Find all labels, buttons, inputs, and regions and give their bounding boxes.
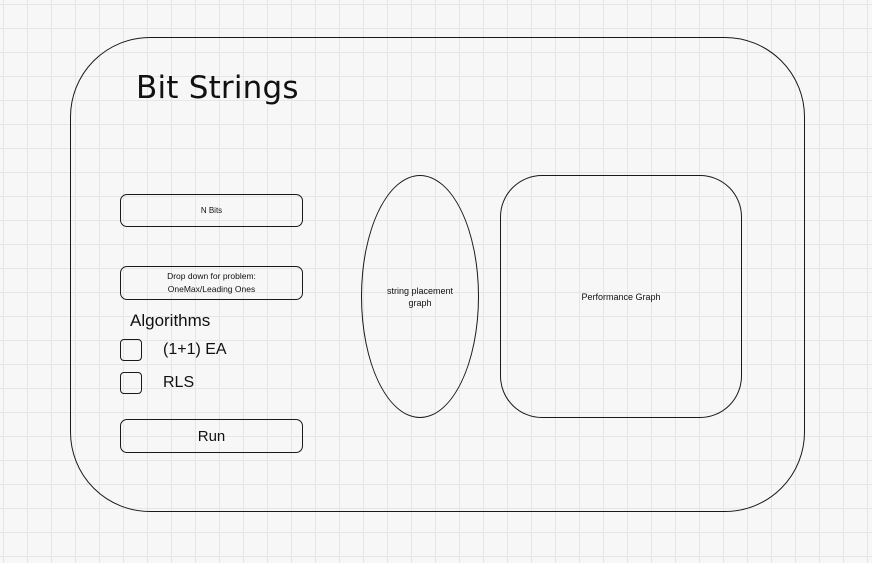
run-button-label: Run bbox=[197, 427, 226, 445]
problem-dropdown[interactable]: Drop down for problem: OneMax/Leading On… bbox=[120, 266, 303, 300]
run-button[interactable]: Run bbox=[120, 419, 303, 453]
problem-dropdown-label-line1: Drop down for problem: bbox=[167, 271, 256, 281]
app-frame bbox=[70, 37, 805, 512]
string-placement-graph: string placement graph bbox=[361, 175, 479, 418]
problem-dropdown-label-line2: OneMax/Leading Ones bbox=[167, 284, 256, 294]
performance-graph-label: Performance Graph bbox=[581, 291, 661, 302]
page-title: Bit Strings bbox=[136, 70, 299, 106]
n-bits-input[interactable]: N Bits bbox=[120, 194, 303, 227]
checkbox-one-plus-one-ea[interactable] bbox=[120, 339, 142, 361]
checkbox-rls[interactable] bbox=[120, 372, 142, 394]
string-placement-graph-label-line1: string placement bbox=[386, 285, 454, 296]
n-bits-label: N Bits bbox=[200, 206, 223, 215]
checkbox-label-one-plus-one-ea: (1+1) EA bbox=[163, 341, 227, 358]
performance-graph: Performance Graph bbox=[500, 175, 742, 418]
string-placement-graph-label-line2: graph bbox=[408, 297, 432, 308]
checkbox-label-rls: RLS bbox=[163, 374, 195, 391]
algorithms-heading: Algorithms bbox=[130, 311, 211, 330]
